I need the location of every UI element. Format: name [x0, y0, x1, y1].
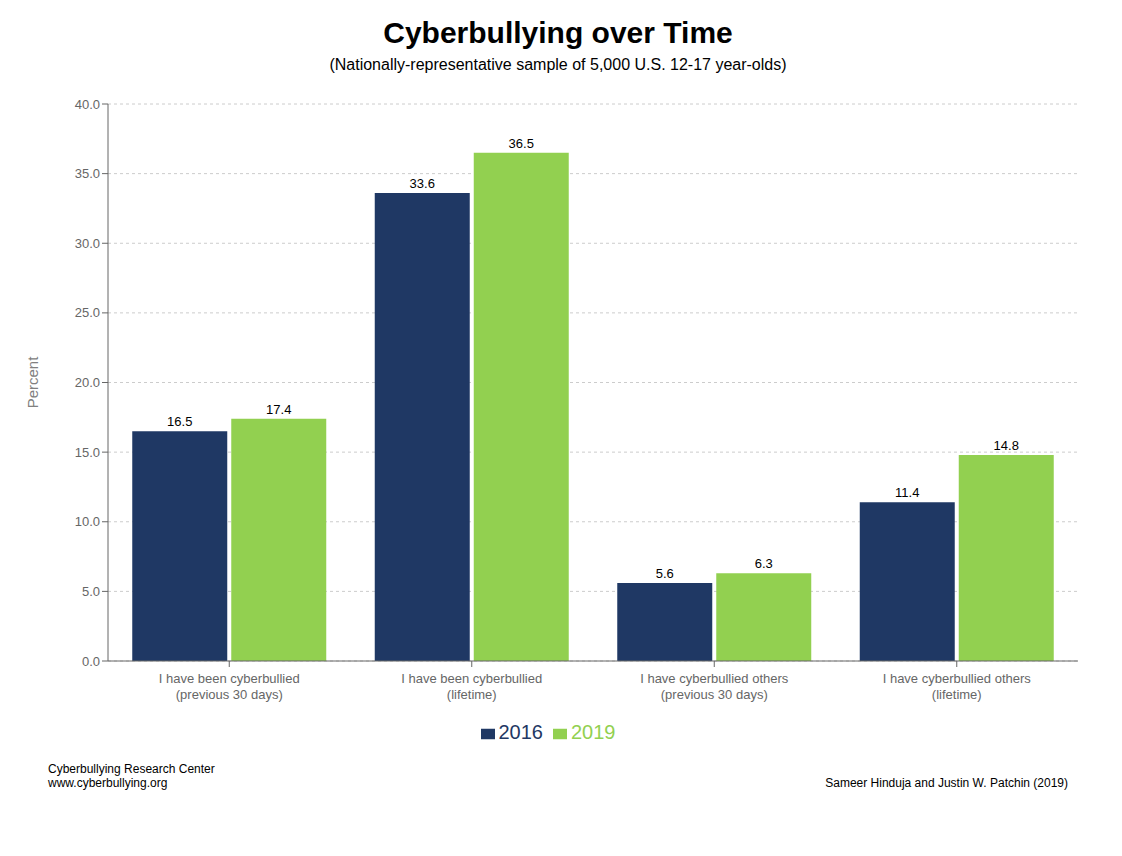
svg-text:20.0: 20.0 — [75, 375, 100, 390]
svg-text:I have cyberbullied others(pre: I have cyberbullied others(previous 30 d… — [640, 671, 789, 702]
html-text:(Nationally-representative sam: (Nationally-representative sample of 5,0… — [329, 56, 787, 73]
svg-text:16.5: 16.5 — [167, 414, 192, 429]
svg-text:15.0: 15.0 — [75, 445, 100, 460]
svg-text:Percent: Percent — [24, 356, 41, 409]
svg-text:I have cyberbullied others(lif: I have cyberbullied others(lifetime) — [883, 671, 1032, 702]
svg-text:36.5: 36.5 — [509, 136, 534, 151]
html-text:Sameer Hinduja and Justin W. P: Sameer Hinduja and Justin W. Patchin (20… — [825, 776, 1068, 790]
svg-text:6.3: 6.3 — [755, 556, 773, 571]
svg-text:35.0: 35.0 — [75, 166, 100, 181]
svg-text:5.0: 5.0 — [82, 584, 100, 599]
svg-text:0.0: 0.0 — [82, 654, 100, 669]
svg-text:I have been cyberbullied(lifet: I have been cyberbullied(lifetime) — [401, 671, 542, 702]
svg-text:40.0: 40.0 — [75, 97, 100, 112]
svg-text:33.6: 33.6 — [410, 176, 435, 191]
html-text:Cyberbullying over Time: Cyberbullying over Time — [383, 16, 733, 49]
html-text:2019: 2019 — [571, 721, 616, 743]
svg-text:14.8: 14.8 — [994, 438, 1019, 453]
svg-text:30.0: 30.0 — [75, 236, 100, 251]
svg-text:25.0: 25.0 — [75, 305, 100, 320]
svg-text:17.4: 17.4 — [266, 402, 291, 417]
svg-text:I have been cyberbullied(previ: I have been cyberbullied(previous 30 day… — [159, 671, 300, 702]
svg-text:5.6: 5.6 — [656, 566, 674, 581]
svg-text:11.4: 11.4 — [895, 485, 919, 500]
html-text:www.cyberbullying.org: www.cyberbullying.org — [48, 776, 168, 790]
html-text:2016: 2016 — [498, 721, 543, 743]
html-text:Cyberbullying Research Center: Cyberbullying Research Center — [48, 762, 215, 776]
svg-text:10.0: 10.0 — [75, 514, 100, 529]
